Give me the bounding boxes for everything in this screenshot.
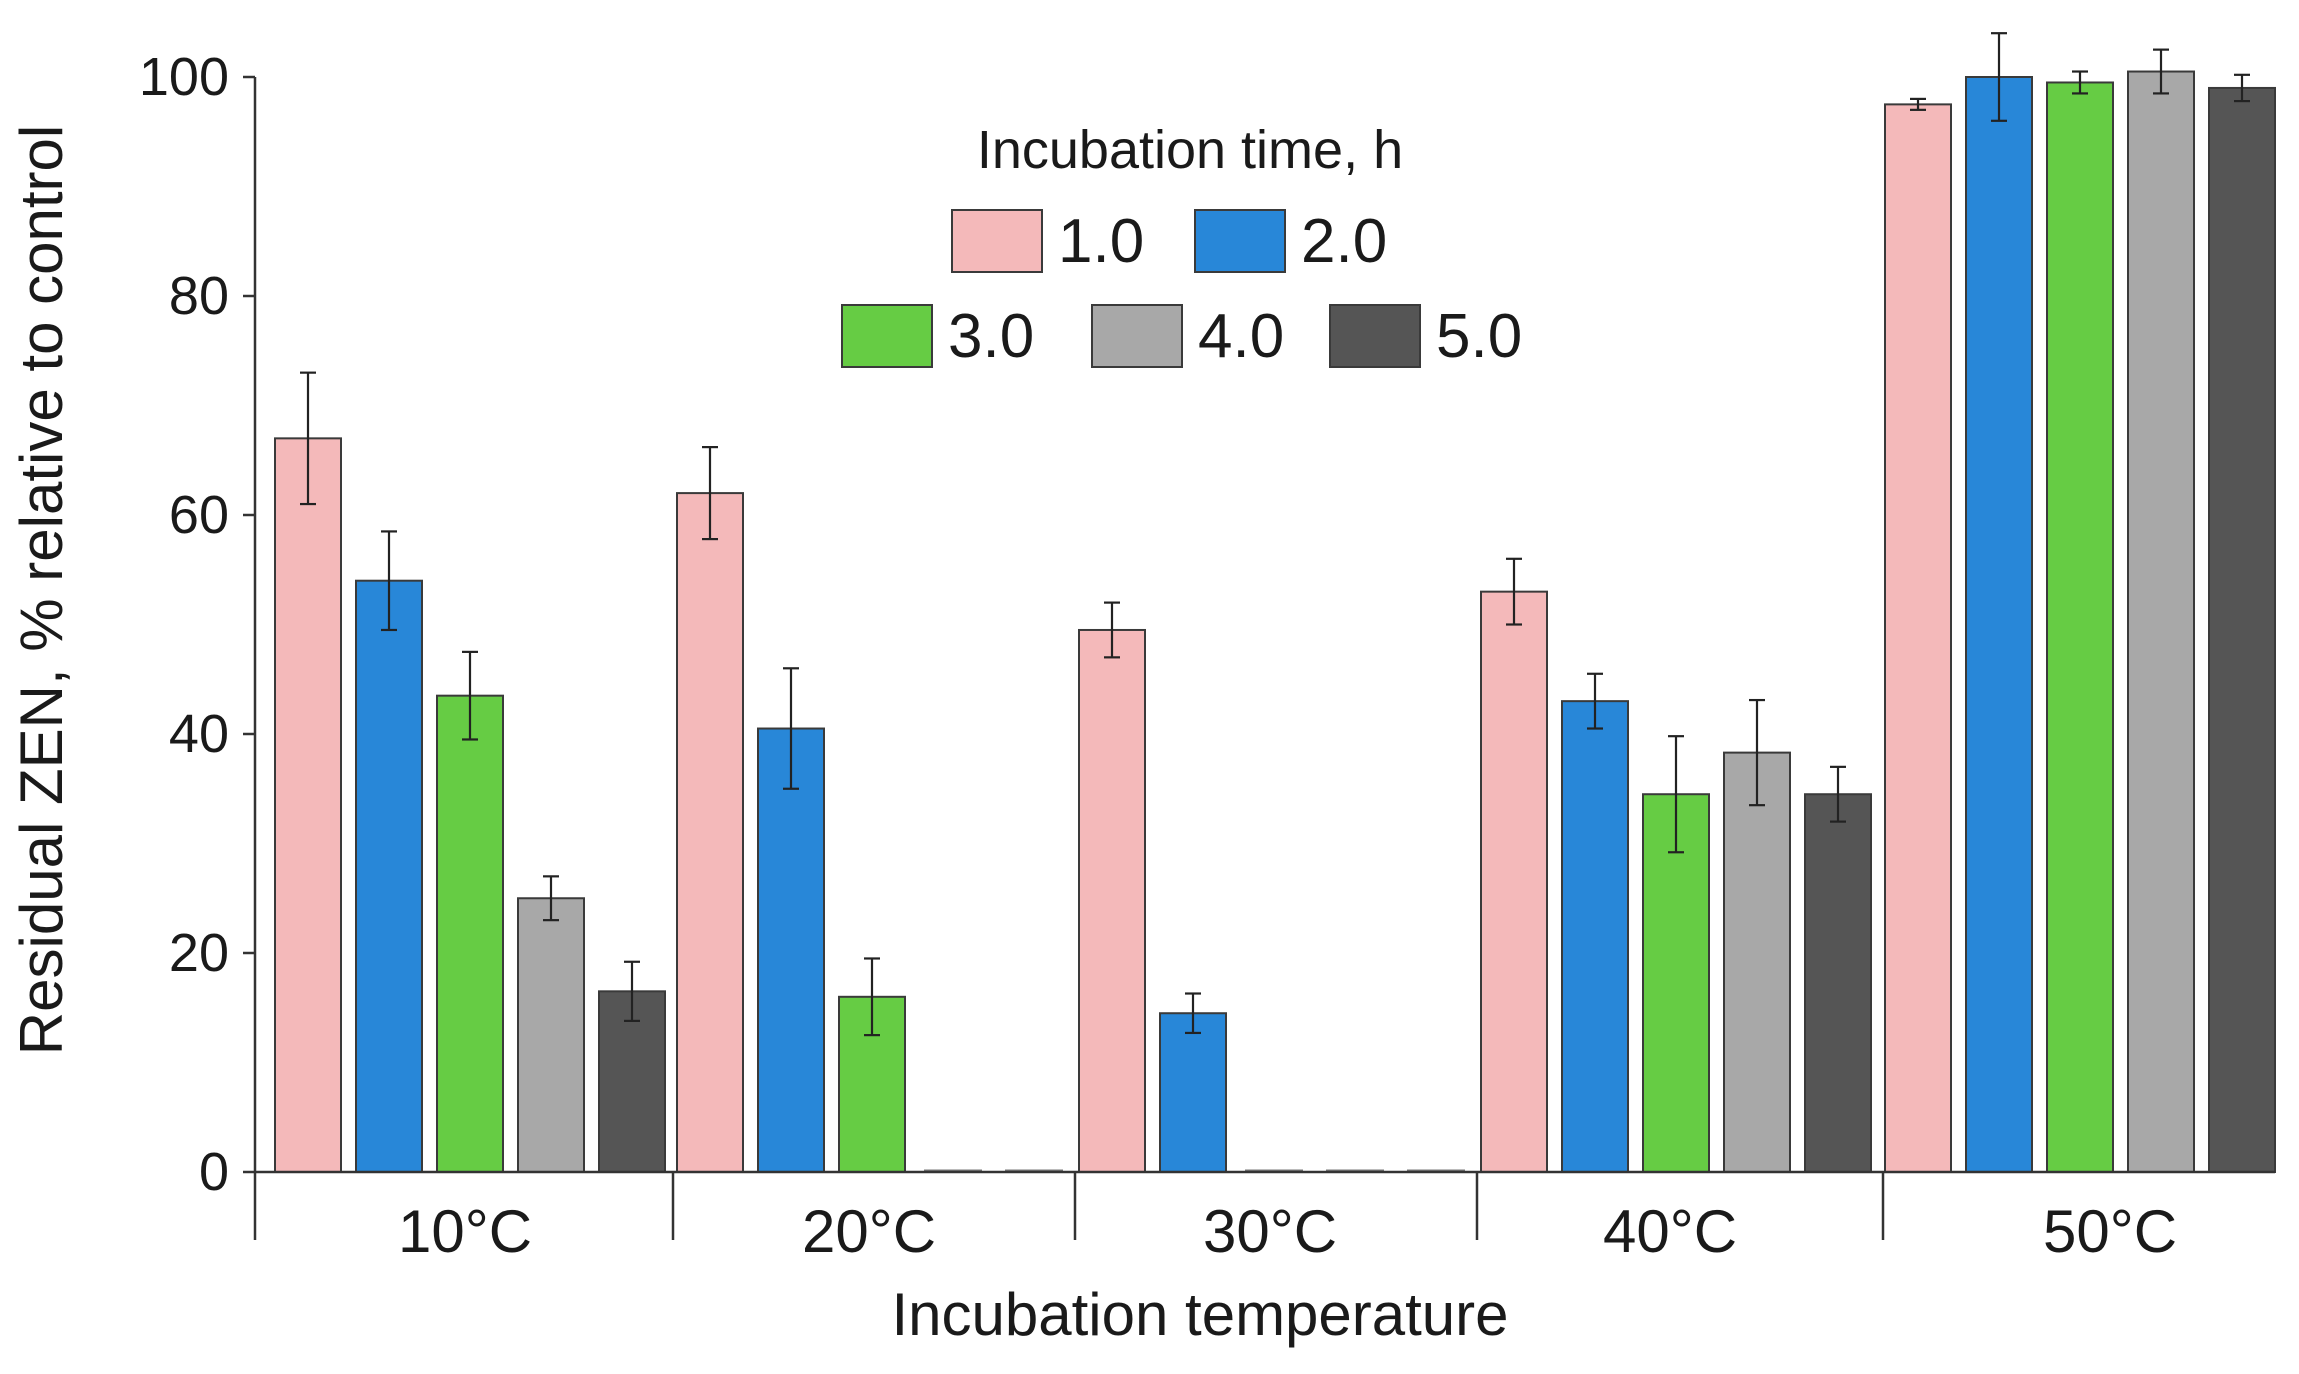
bar-40c-3_0 [1642,793,1710,1173]
x-tick-label: 10°C [398,1198,532,1265]
legend-item-4_0: 4.0 [1091,302,1284,371]
bar-20c-1_0 [676,492,744,1174]
legend-label: 4.0 [1198,302,1284,371]
x-tick-label: 50°C [2043,1198,2177,1265]
bar-30c-1_0 [1078,628,1146,1173]
error-bar [2072,70,2088,95]
y-tick-label: 40 [169,704,229,764]
error-bar [1991,32,2007,122]
legend-item-5_0: 5.0 [1329,302,1522,371]
error-bar [2234,73,2250,103]
legend-item-2_0: 2.0 [1194,207,1387,276]
error-bar [300,371,316,506]
error-bar [783,667,799,790]
bars-layer [274,70,2276,1174]
error-bar [543,875,559,922]
x-tick-label: 20°C [802,1198,936,1265]
bar-40c-4_0 [1723,751,1791,1173]
bar-50c-3_0 [2046,81,2114,1174]
legend: Incubation time, h 1.0 2.0 3.0 4.0 5.0 [841,120,1522,371]
bar-50c-5_0 [2208,86,2276,1174]
legend-item-3_0: 3.0 [841,302,1034,371]
error-bar [2153,48,2169,95]
legend-swatch [1329,304,1421,368]
legend-item-1_0: 1.0 [951,207,1144,276]
error-bar [1587,672,1603,730]
error-bar [1185,992,1201,1035]
bar-50c-4_0 [2127,70,2195,1173]
error-bar [381,530,397,632]
legend-swatch [841,304,933,368]
x-axis-title: Incubation temperature [891,1281,1508,1348]
bar-50c-1_0 [1884,103,1952,1173]
bar-10c-4_0 [517,897,585,1173]
y-tick-label: 0 [199,1142,229,1202]
error-bar [1668,735,1684,854]
legend-swatch [951,209,1043,273]
bar-10c-3_0 [436,694,504,1173]
legend-label: 5.0 [1436,302,1522,371]
axes-layer [243,75,2275,1240]
bar-50c-2_0 [1965,76,2033,1173]
error-bar [1104,601,1120,659]
labels-layer: 0 20 40 60 80 100 10°C 20°C 30°C 40°C 50°C [139,47,2177,1265]
error-bar [462,650,478,741]
bar-30c-2_0 [1159,1012,1227,1173]
y-tick-label: 20 [169,923,229,983]
legend-label: 1.0 [1058,207,1144,276]
y-axis-title: Residual ZEN, % relative to control [8,125,75,1055]
error-bar [1910,97,1926,111]
error-bar [864,957,880,1037]
bar-40c-2_0 [1561,700,1629,1174]
legend-label: 2.0 [1301,207,1387,276]
bar-10c-2_0 [355,579,423,1173]
y-tick-label: 100 [139,47,229,107]
bar-10c-1_0 [274,437,342,1174]
error-bar [702,446,718,541]
bar-40c-1_0 [1480,590,1548,1173]
x-tick-label: 40°C [1603,1198,1737,1265]
bar-20c-2_0 [757,727,825,1174]
error-bar [1506,557,1522,626]
legend-swatch [1194,209,1286,273]
legend-swatch [1091,304,1183,368]
error-bar [1749,698,1765,807]
y-tick-label: 80 [169,266,229,326]
error-bars-layer [300,32,2250,1037]
error-bar [1830,765,1846,823]
legend-title: Incubation time, h [977,120,1403,180]
bar-40c-5_0 [1804,793,1872,1173]
error-bar [624,960,640,1022]
legend-label: 3.0 [948,302,1034,371]
x-tick-label: 30°C [1203,1198,1337,1265]
y-tick-label: 60 [169,485,229,545]
